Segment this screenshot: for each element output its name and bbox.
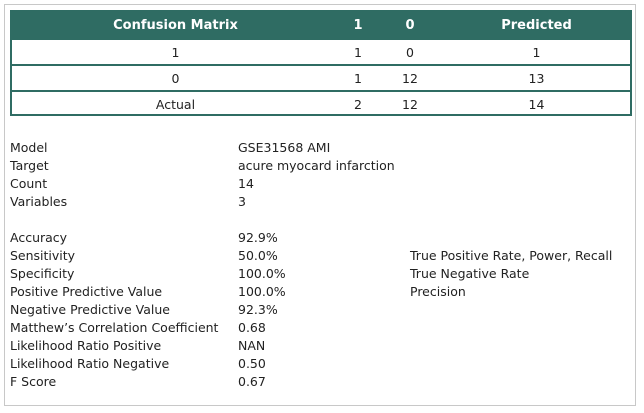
metric-value: 100.0%	[238, 284, 286, 299]
header-class-1: 1	[339, 12, 377, 39]
info-value: acure myocard infarction	[238, 158, 395, 173]
cell-total: 14	[443, 90, 630, 116]
cell: 0	[377, 38, 443, 65]
metric-label: Likelihood Ratio Negative	[10, 356, 170, 371]
cell: 1	[339, 64, 377, 91]
header-class-0: 0	[377, 12, 443, 39]
table-row: Actual 2 12 14	[12, 90, 630, 116]
metric-value: 0.68	[238, 320, 266, 335]
metric-label: Negative Predictive Value	[10, 302, 170, 317]
metric-label: F Score	[10, 374, 57, 389]
info-label: Target	[10, 158, 49, 173]
metric-value: 92.3%	[238, 302, 278, 317]
row-label: 0	[12, 64, 339, 91]
metric-value: 50.0%	[238, 248, 278, 263]
table-row: 1 1 0 1	[12, 38, 630, 65]
info-value: 14	[238, 176, 254, 191]
metric-value: NAN	[238, 338, 266, 353]
row-label: Actual	[12, 90, 339, 116]
metric-description: Precision	[410, 284, 466, 299]
header-title: Confusion Matrix	[12, 12, 339, 39]
cell: 2	[339, 90, 377, 116]
metric-description: True Negative Rate	[410, 266, 530, 281]
confusion-matrix-header-row: Confusion Matrix 1 0 Predicted	[12, 12, 630, 39]
confusion-matrix-table: Confusion Matrix 1 0 Predicted 1 1 0 1 0…	[12, 12, 630, 116]
confusion-matrix-box: Confusion Matrix 1 0 Predicted 1 1 0 1 0…	[10, 10, 632, 116]
results-panel: Confusion Matrix 1 0 Predicted 1 1 0 1 0…	[4, 4, 636, 406]
metric-value: 0.67	[238, 374, 266, 389]
info-label: Model	[10, 140, 48, 155]
metric-label: Specificity	[10, 266, 75, 281]
cell: 12	[377, 90, 443, 116]
row-label: 1	[12, 38, 339, 65]
metric-value: 100.0%	[238, 266, 286, 281]
info-value: GSE31568 AMI	[238, 140, 331, 155]
metric-label: Positive Predictive Value	[10, 284, 163, 299]
metric-label: Sensitivity	[10, 248, 76, 263]
cell: 12	[377, 64, 443, 91]
metric-label: Likelihood Ratio Positive	[10, 338, 162, 353]
metric-label: Matthew’s Correlation Coefficient	[10, 320, 219, 335]
table-row: 0 1 12 13	[12, 64, 630, 91]
info-value: 3	[238, 194, 246, 209]
cell: 1	[339, 38, 377, 65]
metric-value: 92.9%	[238, 230, 278, 245]
header-predicted: Predicted	[443, 12, 630, 39]
cell-total: 1	[443, 38, 630, 65]
info-label: Count	[10, 176, 48, 191]
cell-total: 13	[443, 64, 630, 91]
metric-description: True Positive Rate, Power, Recall	[410, 248, 613, 263]
metric-label: Accuracy	[10, 230, 68, 245]
info-label: Variables	[10, 194, 68, 209]
metric-value: 0.50	[238, 356, 266, 371]
